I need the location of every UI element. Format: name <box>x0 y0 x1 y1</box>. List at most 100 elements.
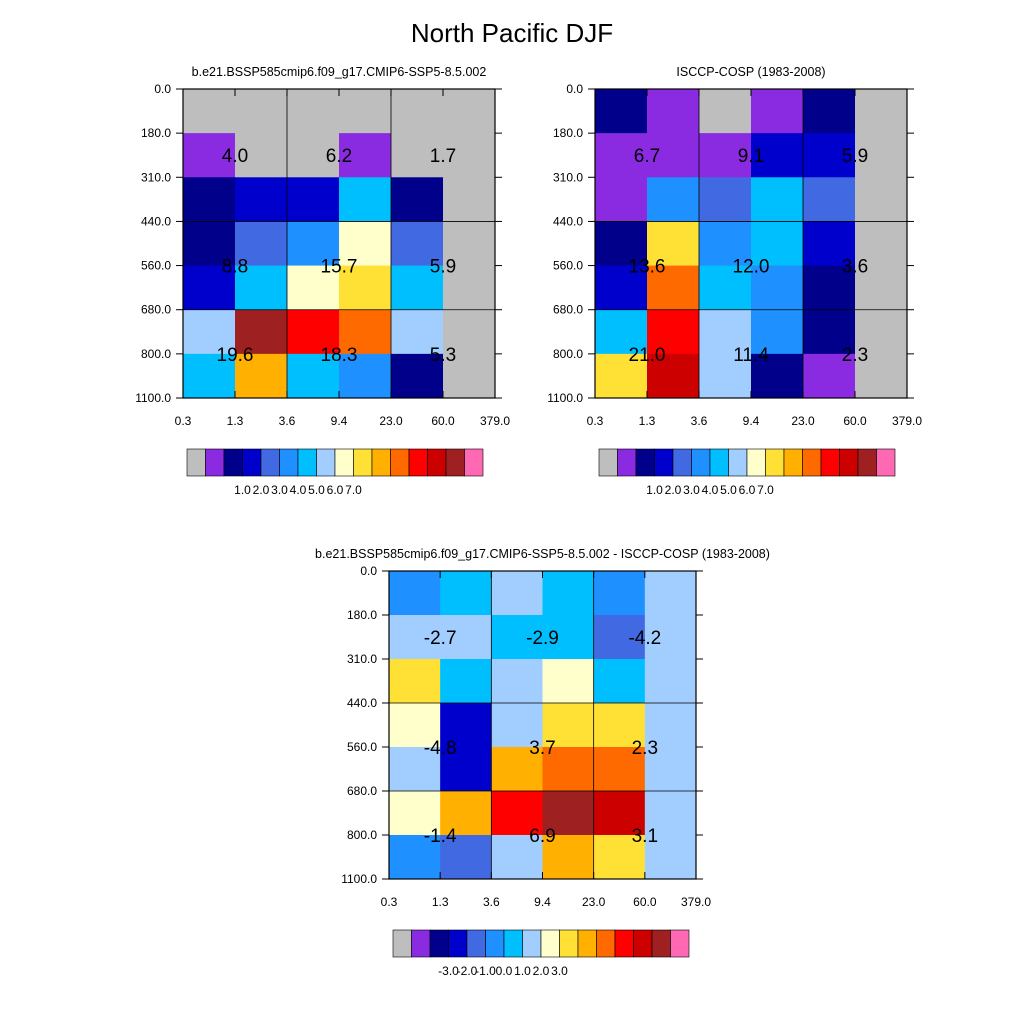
value-label: 3.1 <box>632 826 658 847</box>
heatmap-cell <box>855 89 908 134</box>
heatmap-cell <box>389 703 441 748</box>
y-tick-label: 800.0 <box>553 347 583 361</box>
value-label: 13.6 <box>629 257 666 278</box>
legend-swatch <box>408 448 428 477</box>
value-label: 2.3 <box>842 345 868 366</box>
heatmap-cell <box>647 177 700 222</box>
legend-swatch <box>392 929 412 958</box>
heatmap-cell <box>699 353 752 399</box>
legend-label: 5.0 <box>308 483 325 497</box>
value-label: 12.0 <box>733 257 770 278</box>
value-label: 6.7 <box>634 146 660 167</box>
heatmap-cell <box>542 615 595 660</box>
value-label: 6.2 <box>326 146 352 167</box>
legend-label: 2.0 <box>253 483 270 497</box>
y-tick-label: 1100.0 <box>341 872 377 886</box>
y-tick-label: 560.0 <box>141 259 171 273</box>
color-legend: 1.0 2.0 3.0 4.0 5.0 6.0 7.0 <box>186 448 484 497</box>
y-tick-label: 1100.0 <box>135 391 171 405</box>
heatmap-cell <box>595 265 648 311</box>
color-legend: 1.0 2.0 3.0 4.0 5.0 6.0 7.0 <box>598 448 896 497</box>
heatmap-cell <box>287 265 340 311</box>
x-tick-label: 1.3 <box>432 895 449 909</box>
heatmap-cell <box>542 659 595 704</box>
heatmap-cell <box>593 747 646 792</box>
heatmap-cell <box>644 615 697 660</box>
legend-label: 4.0 <box>290 483 307 497</box>
value-label: 5.9 <box>430 257 456 278</box>
y-tick-label: 440.0 <box>347 696 377 710</box>
x-tick-label: 23.0 <box>791 414 815 428</box>
heatmap-cell <box>339 133 392 178</box>
heatmap-cell <box>751 221 804 267</box>
heatmap-cell <box>339 309 392 355</box>
heatmap-cell <box>183 133 236 178</box>
legend-label: 7.0 <box>345 483 362 497</box>
heatmap-cell <box>183 353 236 399</box>
legend-swatch <box>651 929 671 958</box>
heatmap-cell <box>647 89 700 134</box>
y-tick-label: 0.0 <box>566 82 583 96</box>
legend-swatch <box>334 448 354 477</box>
heatmap-cell <box>595 89 648 134</box>
legend-swatch <box>596 929 616 958</box>
legend-label: -2.0 <box>457 964 478 978</box>
heatmap-cell <box>183 265 236 311</box>
panel-title: b.e21.BSSP585cmip6.f09_g17.CMIP6-SSP5-8.… <box>192 65 487 79</box>
legend-swatch <box>802 448 822 477</box>
heatmap-cell <box>593 703 646 748</box>
heatmap-cell <box>699 221 752 267</box>
heatmap-cell <box>803 89 856 134</box>
heatmap-cell <box>389 571 441 616</box>
y-tick-label: 680.0 <box>553 303 583 317</box>
value-label: 9.1 <box>738 146 764 167</box>
heatmap-cell <box>542 703 595 748</box>
value-label: 1.7 <box>430 146 456 167</box>
legend-label: 1.0 <box>514 964 531 978</box>
legend-swatch <box>371 448 391 477</box>
x-tick-label: 0.3 <box>175 414 192 428</box>
legend-label: 2.0 <box>665 483 682 497</box>
heatmap-cell <box>491 615 543 660</box>
heatmap-cell <box>803 265 856 311</box>
heatmap-cell <box>699 177 752 222</box>
legend-swatch <box>857 448 877 477</box>
heatmap-cell <box>440 791 492 836</box>
value-label: -2.9 <box>526 628 559 649</box>
legend-swatch <box>670 929 690 958</box>
x-tick-label: 379.0 <box>480 414 510 428</box>
heatmap-cell <box>440 747 492 792</box>
heatmap-cell <box>699 265 752 311</box>
y-tick-label: 800.0 <box>141 347 171 361</box>
legend-swatch <box>186 448 206 477</box>
heatmap-cell <box>287 133 340 178</box>
heatmap-cell <box>339 353 392 399</box>
legend-swatch <box>635 448 655 477</box>
y-tick-label: 440.0 <box>553 214 583 228</box>
page-title: North Pacific DJF <box>410 18 614 48</box>
legend-label: 4.0 <box>702 483 719 497</box>
value-label: 5.9 <box>842 146 868 167</box>
legend-swatch <box>672 448 692 477</box>
heatmap-cell <box>391 265 444 311</box>
heatmap-cell <box>287 221 340 267</box>
heatmap-cell <box>751 353 804 399</box>
heatmap-cell <box>644 835 697 880</box>
heatmap-cell <box>699 309 752 355</box>
y-tick-label: 1100.0 <box>547 391 583 405</box>
value-label: 4.0 <box>222 146 248 167</box>
heatmap-cell <box>647 265 700 311</box>
heatmap-cell <box>443 353 496 399</box>
heatmap-cell <box>391 221 444 267</box>
heatmap-cell <box>440 615 492 660</box>
legend-swatch <box>559 929 579 958</box>
legend-swatch <box>297 448 317 477</box>
legend-label: 3.0 <box>551 964 568 978</box>
heatmap-cell <box>443 89 496 134</box>
y-tick-label: 310.0 <box>347 652 377 666</box>
y-tick-label: 800.0 <box>347 828 377 842</box>
value-label: 2.3 <box>632 738 658 759</box>
value-label: -1.4 <box>424 826 457 847</box>
heatmap-cell <box>287 89 340 134</box>
heatmap-cell <box>593 835 646 880</box>
